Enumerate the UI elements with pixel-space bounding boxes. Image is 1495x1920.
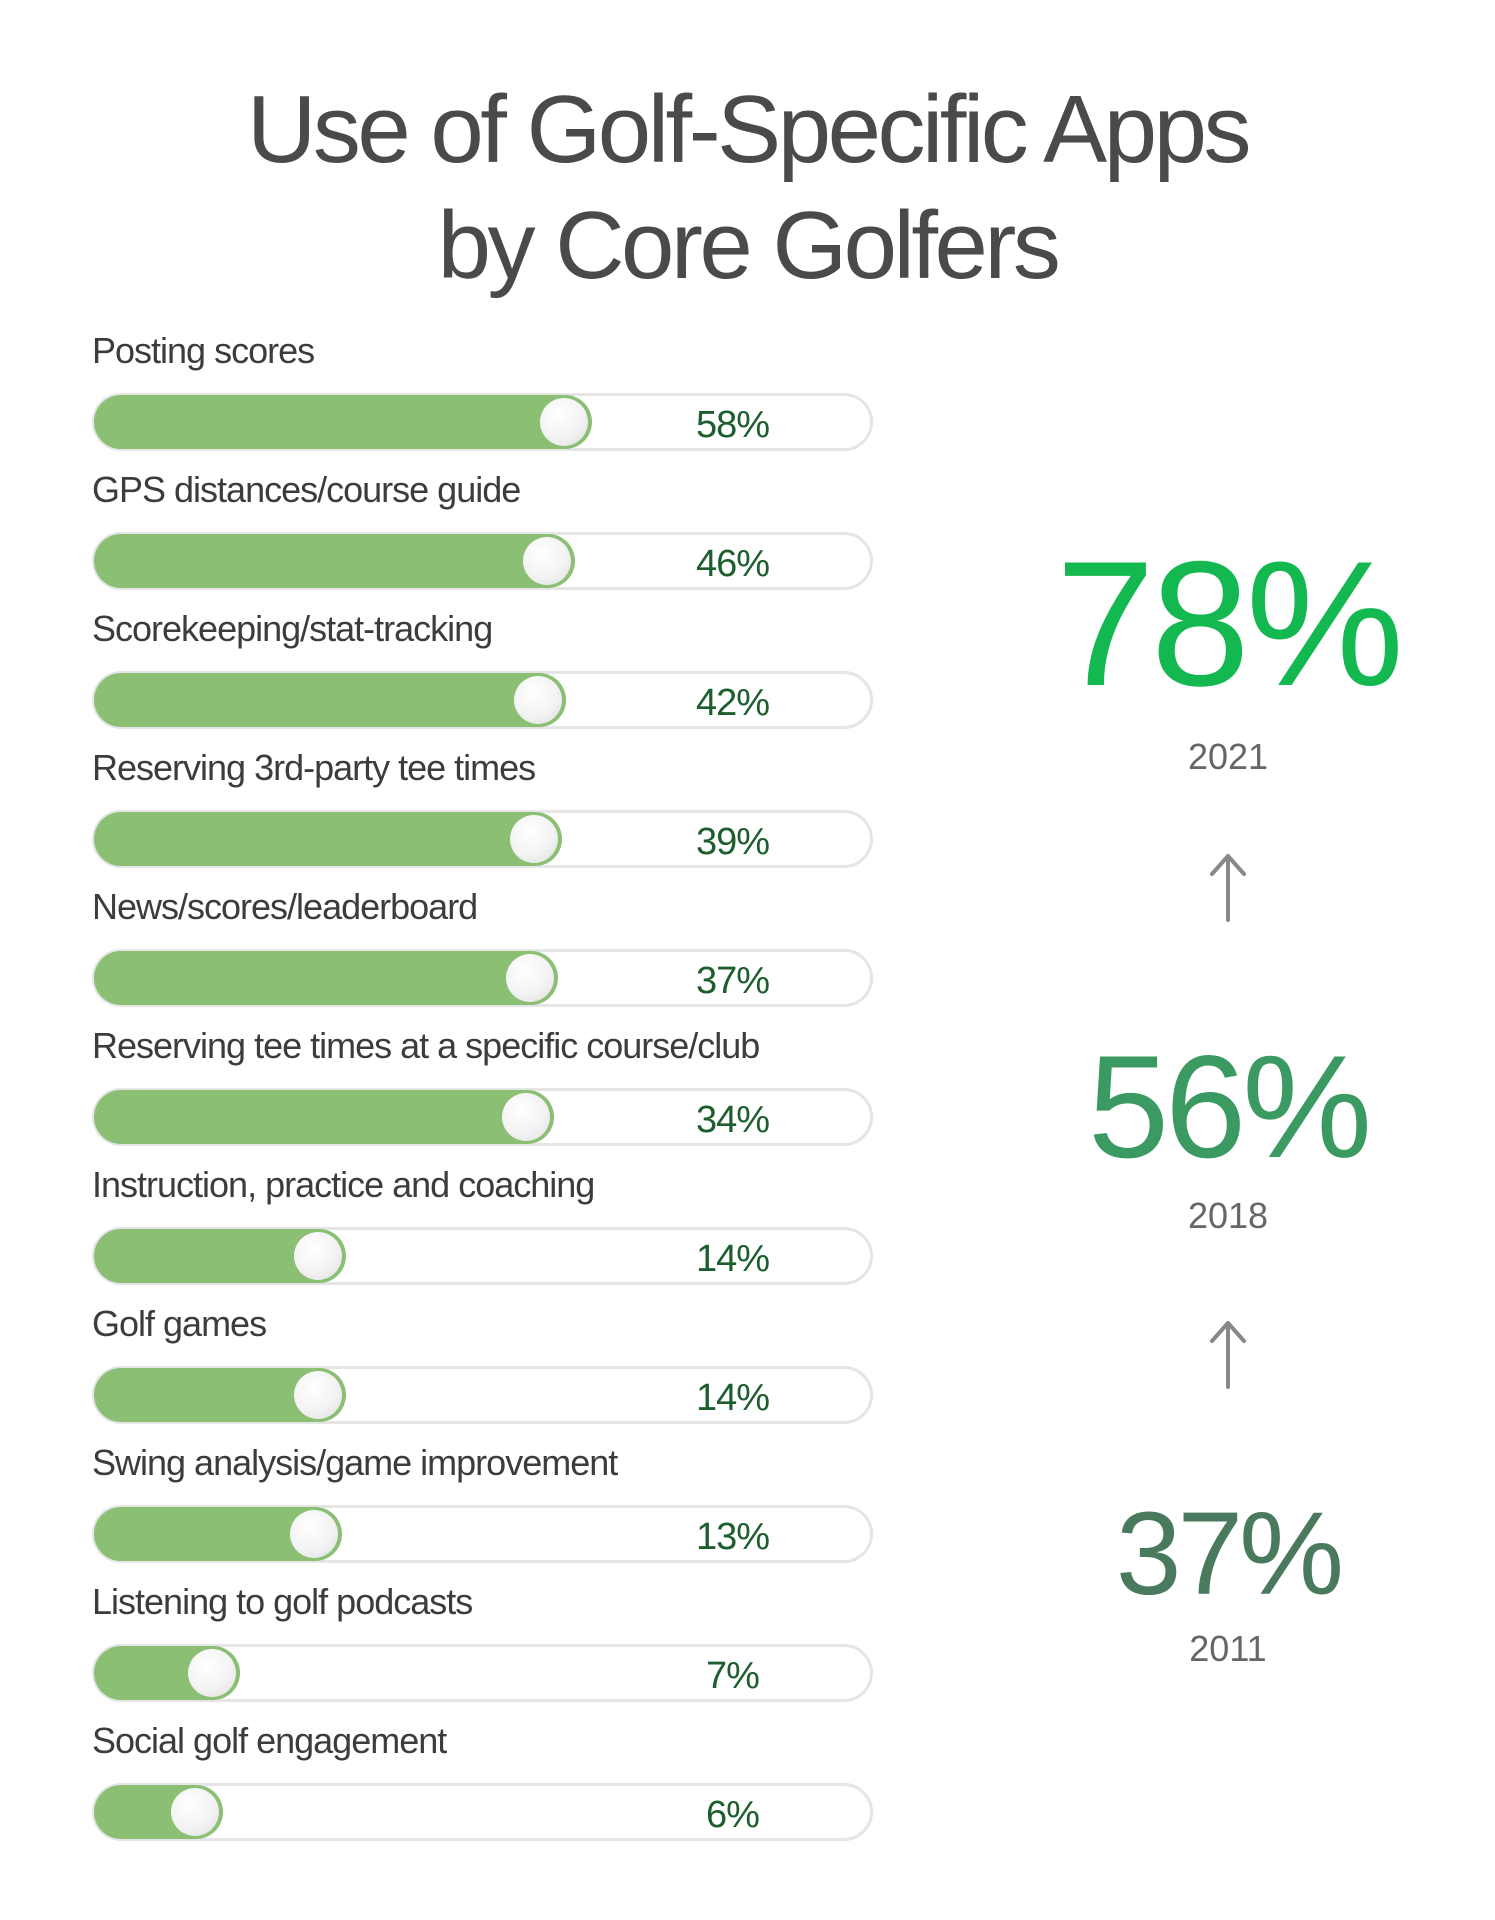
bar-fill — [94, 812, 562, 866]
bar-label: GPS distances/course guide — [92, 469, 521, 510]
bar-track: 37% — [92, 949, 873, 1007]
bar-label: Reserving 3rd-party tee times — [92, 747, 536, 788]
bar-track: 42% — [92, 671, 873, 729]
bar-value: 58% — [695, 404, 770, 446]
bar-value: 39% — [695, 821, 770, 863]
bar-label: Instruction, practice and coaching — [92, 1164, 595, 1205]
bar-value: 14% — [695, 1238, 770, 1280]
golf-ball-icon — [523, 537, 571, 585]
bar-fill — [94, 1785, 223, 1839]
stat-year-2021: 2021 — [1187, 736, 1269, 777]
bar-fill — [94, 951, 558, 1005]
golf-ball-icon — [510, 815, 558, 863]
chart-title-line-1: Use of Golf-Specific Apps — [247, 76, 1251, 183]
bar-fill — [94, 395, 592, 449]
bar-track: 34% — [92, 1088, 873, 1146]
stat-year-2011: 2011 — [1189, 1628, 1267, 1669]
bar-fill — [94, 1229, 346, 1283]
arrow-up-icon — [1210, 854, 1246, 922]
bar-value: 42% — [695, 682, 770, 724]
golf-ball-icon — [171, 1788, 219, 1836]
stat-value-2021: 78% — [1055, 524, 1404, 723]
bar-value: 37% — [695, 960, 770, 1002]
bar-fill — [94, 1507, 342, 1561]
bar-value: 14% — [695, 1377, 770, 1419]
bar-label: Swing analysis/game improvement — [92, 1442, 618, 1483]
bar-value: 13% — [695, 1516, 770, 1558]
bar-label: News/scores/leaderboard — [92, 886, 478, 927]
bar-track: 6% — [92, 1783, 873, 1841]
bar-track: 14% — [92, 1366, 873, 1424]
bar-value: 46% — [695, 543, 770, 585]
bar-label: Reserving tee times at a specific course… — [92, 1025, 760, 1066]
bar-fill — [94, 1646, 240, 1700]
bar-label: Posting scores — [92, 330, 315, 371]
golf-ball-icon — [294, 1232, 342, 1280]
bar-track: 46% — [92, 532, 873, 590]
chart-title-line-2: by Core Golfers — [437, 192, 1061, 299]
bar-track: 14% — [92, 1227, 873, 1285]
bar-value: 7% — [706, 1655, 760, 1697]
bar-label: Scorekeeping/stat-tracking — [92, 608, 493, 649]
golf-ball-icon — [506, 954, 554, 1002]
stat-value-2018: 56% — [1087, 1025, 1372, 1188]
bar-fill — [94, 534, 575, 588]
stat-value-2011: 37% — [1115, 1488, 1344, 1620]
arrow-up-icon — [1210, 1321, 1246, 1389]
golf-ball-icon — [502, 1093, 550, 1141]
golf-ball-icon — [514, 676, 562, 724]
golf-ball-icon — [294, 1371, 342, 1419]
bar-label: Listening to golf podcasts — [92, 1581, 473, 1622]
golf-ball-icon — [188, 1649, 236, 1697]
bar-track: 7% — [92, 1644, 873, 1702]
bar-value: 6% — [706, 1794, 760, 1836]
bar-track: 13% — [92, 1505, 873, 1563]
bar-label: Social golf engagement — [92, 1720, 447, 1761]
golf-ball-icon — [290, 1510, 338, 1558]
golf-ball-icon — [540, 398, 588, 446]
bar-fill — [94, 1090, 554, 1144]
bar-fill — [94, 1368, 346, 1422]
bar-track: 58% — [92, 393, 873, 451]
bar-track: 39% — [92, 810, 873, 868]
bar-fill — [94, 673, 566, 727]
stat-year-2018: 2018 — [1187, 1195, 1269, 1236]
bar-value: 34% — [695, 1099, 770, 1141]
bar-label: Golf games — [92, 1303, 267, 1344]
